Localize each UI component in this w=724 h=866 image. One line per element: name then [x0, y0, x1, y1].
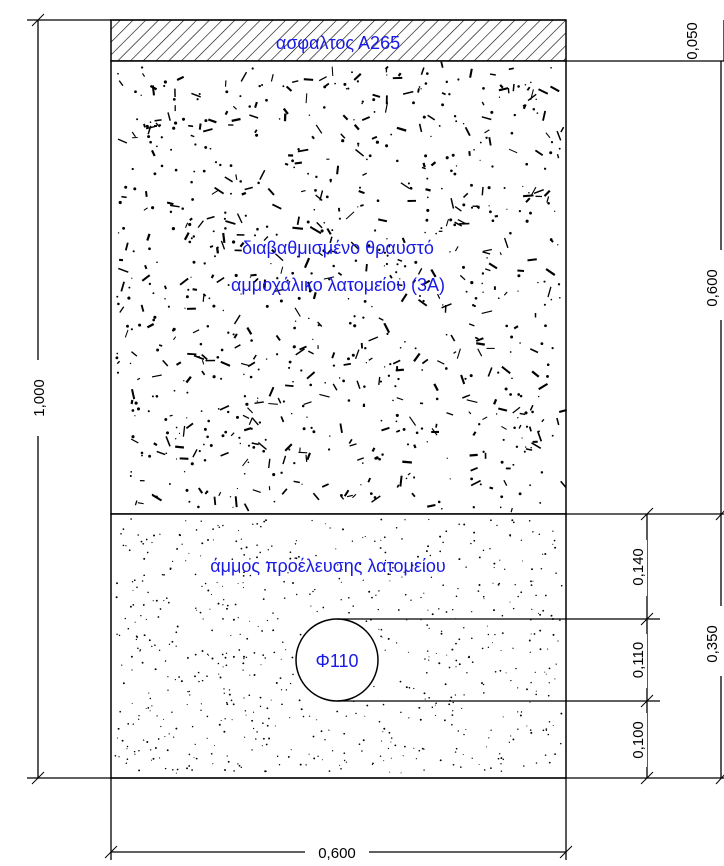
- dim-total-depth: 1,000: [29, 13, 48, 785]
- dim-pipe-diameter-label: 0,110: [630, 642, 647, 678]
- sand-texture: [114, 518, 563, 774]
- dim-asphalt: 0,050: [684, 20, 724, 61]
- aggregate-texture: [115, 61, 567, 513]
- aggregate-label-line2: αμμοχάλικο λατομείου (3Α): [231, 275, 445, 295]
- dim-trench-width-label: 0,600: [318, 845, 356, 862]
- dim-sand: 0,350: [702, 514, 724, 785]
- dim-trench-width: 0,600: [104, 842, 573, 862]
- dim-aggregate-label: 0,600: [704, 269, 721, 307]
- dim-aggregate: 0,600: [702, 61, 724, 521]
- dim-pipe-chain: 0,140 0,110 0,100: [628, 507, 654, 785]
- asphalt-label: ασφαλτος Α265: [276, 33, 400, 53]
- pipe: Φ110: [295, 618, 379, 702]
- pipe-label: Φ110: [315, 651, 358, 671]
- dim-sand-label: 0,350: [704, 625, 721, 663]
- dim-total-depth-label: 1,000: [31, 379, 48, 417]
- aggregate-label-line1: διαβαθμισμένο θραυστό: [242, 238, 434, 258]
- sand-label: άμμος προέλευσης λατομείου: [210, 556, 445, 576]
- dim-asphalt-label: 0,050: [684, 22, 701, 60]
- aggregate-layer: [110, 60, 567, 515]
- dim-above-pipe-label: 0,140: [630, 548, 647, 586]
- dim-below-pipe-label: 0,100: [630, 721, 647, 759]
- asphalt-layer: [110, 19, 567, 62]
